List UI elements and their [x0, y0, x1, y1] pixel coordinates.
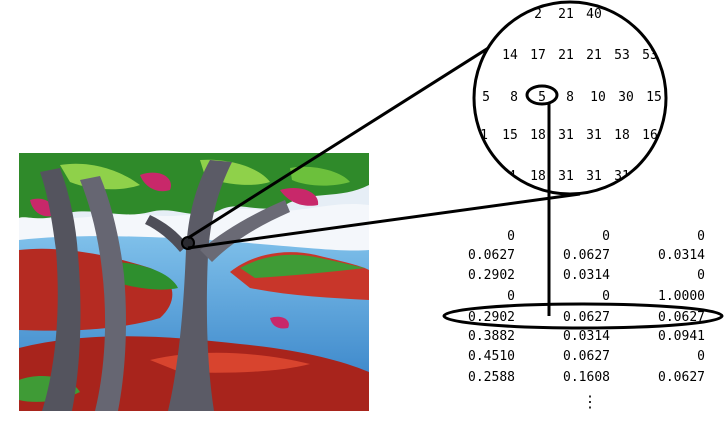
zoom-highlight-ellipse: [525, 84, 559, 106]
painting-blossom: [30, 198, 54, 217]
zoom-value: 31: [558, 169, 574, 184]
painting-leaf-highlight: [290, 166, 350, 186]
matrix-cell: 0.3882: [468, 329, 515, 344]
matrix-cell: 0.0627: [658, 370, 705, 385]
painting-trunk-right: [168, 160, 232, 411]
zoom-value: 14: [502, 48, 518, 63]
painting-left-grass: [110, 262, 178, 290]
zoom-value: 8: [510, 90, 518, 105]
matrix-cell: 0: [697, 229, 705, 244]
zoom-value: 21: [558, 48, 574, 63]
matrix-cell: 1.0000: [658, 289, 705, 304]
painting-headland-grass: [240, 254, 365, 278]
painting-branch: [200, 200, 290, 262]
zoom-connector-bottom: [187, 192, 581, 250]
matrix-cell: 0.2588: [468, 370, 515, 385]
matrix-cell: 0.0627: [468, 248, 515, 263]
zoom-value: 17: [530, 48, 546, 63]
matrix-cell: 0.0314: [658, 248, 705, 263]
matrix-cell: 0.0941: [658, 329, 705, 344]
source-painting: [19, 153, 369, 411]
painting-blossom: [280, 187, 319, 206]
zoom-value: 1: [480, 128, 488, 143]
zoom-value: 10: [590, 90, 606, 105]
matrix-cell: 0.0314: [563, 268, 610, 283]
zoom-value: 30: [618, 90, 634, 105]
matrix-cell: 0: [697, 349, 705, 364]
matrix-cell: 0: [507, 229, 515, 244]
zoom-value: 15: [502, 128, 518, 143]
zoom-connector-top: [187, 26, 521, 240]
matrix-cell: 0.0627: [563, 248, 610, 263]
zoom-value: 5: [482, 90, 490, 105]
painting-trunk-left-2: [80, 176, 126, 411]
zoom-value: 21: [586, 48, 602, 63]
value-matrix: 0 0 0 0.0627 0.0627 0.0314 0.2902 0.0314…: [468, 229, 705, 411]
zoom-magnifier: 2 21 40 14 17 21 21 53 53 5 8 5 8 10 30 …: [472, 0, 668, 196]
zoom-value: 2: [534, 7, 542, 22]
matrix-cell: 0: [697, 268, 705, 283]
painting-blossom: [140, 172, 171, 192]
matrix-cell: 0: [602, 289, 610, 304]
zoom-value: 31: [558, 128, 574, 143]
painting-branch: [145, 215, 188, 252]
matrix-cell: 0: [602, 229, 610, 244]
matrix-cell-highlighted: 0.2902: [468, 310, 515, 325]
matrix-ellipsis: ⋮: [582, 392, 598, 411]
matrix-cell: 0.0627: [563, 349, 610, 364]
matrix-cell: 0.4510: [468, 349, 515, 364]
zoom-value-highlighted: 5: [538, 90, 546, 105]
painting-trunk-left: [40, 168, 81, 411]
zoom-value: 18: [530, 128, 546, 143]
matrix-cell-highlighted: 0.0627: [563, 310, 610, 325]
zoom-value: 40: [586, 7, 602, 22]
zoom-value: 53: [614, 48, 630, 63]
zoom-value: 21: [558, 7, 574, 22]
matrix-row-highlight-ellipse: [442, 302, 724, 330]
zoom-value: 18: [530, 169, 546, 184]
painting-blossom: [270, 316, 289, 329]
matrix-cell: 0: [507, 289, 515, 304]
zoom-value: 31: [586, 169, 602, 184]
zoom-value: 15: [646, 90, 662, 105]
matrix-cell: 0.0314: [563, 329, 610, 344]
zoom-value: 8: [566, 90, 574, 105]
zoom-circle-outline: [472, 0, 668, 196]
matrix-cell-highlighted: 0.0627: [658, 310, 705, 325]
matrix-cell: 0.1608: [563, 370, 610, 385]
zoom-value: 31: [586, 128, 602, 143]
matrix-cell: 0.2902: [468, 268, 515, 283]
zoom-value: 16: [642, 128, 658, 143]
zoom-circle-fill: [474, 2, 666, 194]
zoom-value: 18: [614, 128, 630, 143]
